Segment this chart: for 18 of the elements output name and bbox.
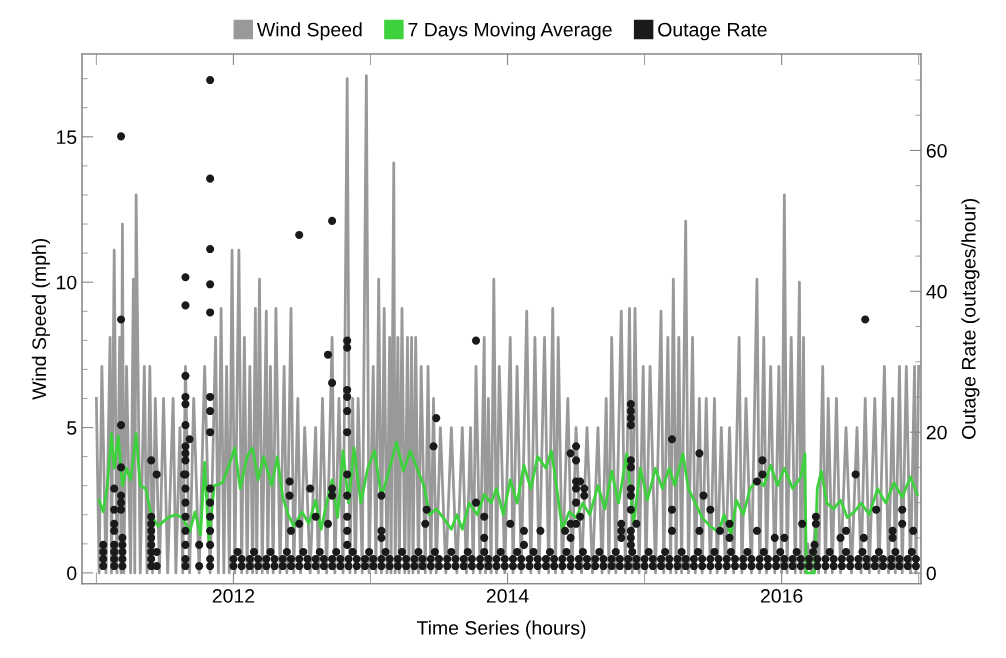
x-tick-label: 2012 bbox=[212, 589, 255, 603]
y2-axis-title: Outage Rate (outages/hour) bbox=[961, 198, 980, 439]
y-tick-label: 0 bbox=[67, 566, 77, 581]
y-tick-label: 15 bbox=[56, 130, 77, 145]
y-axis-title: Wind Speed (mph) bbox=[31, 238, 50, 400]
y2-tick-label: 0 bbox=[926, 566, 936, 581]
line-series bbox=[97, 431, 919, 575]
x-tick-label: 2014 bbox=[486, 589, 529, 603]
legend-label: 7 Days Moving Average bbox=[408, 22, 612, 41]
legend-label: Wind Speed bbox=[256, 22, 362, 41]
legend-label: Outage Rate bbox=[658, 22, 767, 41]
y2-tick-label: 60 bbox=[926, 143, 947, 158]
x-tick-label: 2016 bbox=[760, 589, 803, 603]
y-tick-label: 5 bbox=[67, 421, 77, 435]
y2-tick-label: 40 bbox=[926, 284, 947, 299]
x-axis-title: Time Series (hours) bbox=[416, 620, 586, 639]
y-tick-label: 10 bbox=[56, 275, 77, 290]
y2-tick-label: 20 bbox=[926, 425, 947, 440]
